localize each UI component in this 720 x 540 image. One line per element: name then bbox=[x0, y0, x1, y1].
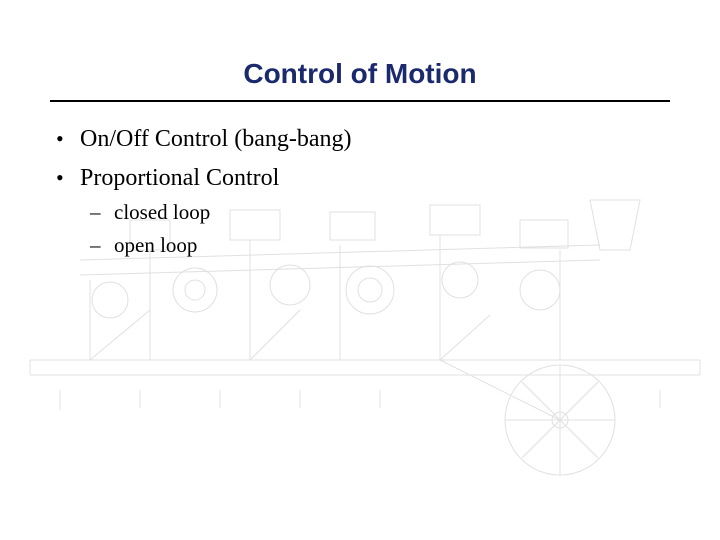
title-underline bbox=[50, 100, 670, 102]
slide-title: Control of Motion bbox=[0, 0, 720, 100]
bullet-text: On/Off Control (bang-bang) bbox=[80, 126, 352, 152]
sub-bullet-item: open loop bbox=[80, 229, 670, 262]
slide-content: Control of Motion On/Off Control (bang-b… bbox=[0, 0, 720, 268]
bullet-item: Proportional Control closed loop open lo… bbox=[50, 159, 670, 268]
bullet-list: On/Off Control (bang-bang) Proportional … bbox=[50, 120, 670, 268]
bullet-item: On/Off Control (bang-bang) bbox=[50, 120, 670, 159]
sub-bullet-item: closed loop bbox=[80, 196, 670, 229]
bullet-text: Proportional Control bbox=[80, 165, 279, 191]
sub-bullet-text: open loop bbox=[114, 233, 197, 257]
sub-bullet-text: closed loop bbox=[114, 200, 210, 224]
sub-bullet-list: closed loop open loop bbox=[80, 196, 670, 262]
slide: Control of Motion On/Off Control (bang-b… bbox=[0, 0, 720, 540]
